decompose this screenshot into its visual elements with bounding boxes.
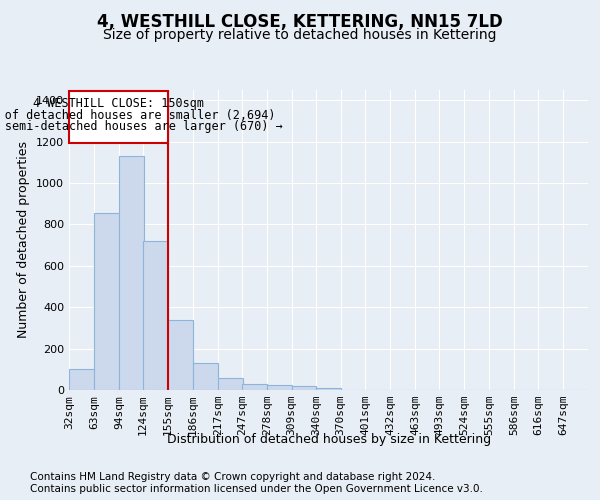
Bar bbox=[168, 320, 193, 390]
Bar bbox=[143, 241, 168, 390]
Bar bbox=[292, 386, 316, 390]
Text: Contains public sector information licensed under the Open Government Licence v3: Contains public sector information licen… bbox=[30, 484, 483, 494]
Text: Contains HM Land Registry data © Crown copyright and database right 2024.: Contains HM Land Registry data © Crown c… bbox=[30, 472, 436, 482]
Bar bbox=[69, 370, 94, 390]
Text: 20% of semi-detached houses are larger (670) →: 20% of semi-detached houses are larger (… bbox=[0, 120, 282, 133]
Bar bbox=[193, 363, 218, 390]
Bar bbox=[266, 386, 292, 390]
Text: 4 WESTHILL CLOSE: 150sqm: 4 WESTHILL CLOSE: 150sqm bbox=[33, 97, 204, 110]
Text: 4, WESTHILL CLOSE, KETTERING, NN15 7LD: 4, WESTHILL CLOSE, KETTERING, NN15 7LD bbox=[97, 12, 503, 30]
Text: Distribution of detached houses by size in Kettering: Distribution of detached houses by size … bbox=[167, 432, 491, 446]
Bar bbox=[242, 384, 266, 390]
Text: Size of property relative to detached houses in Kettering: Size of property relative to detached ho… bbox=[103, 28, 497, 42]
Text: ← 79% of detached houses are smaller (2,694): ← 79% of detached houses are smaller (2,… bbox=[0, 108, 275, 122]
Bar bbox=[94, 213, 119, 390]
Bar bbox=[218, 378, 242, 390]
FancyBboxPatch shape bbox=[69, 91, 168, 143]
Y-axis label: Number of detached properties: Number of detached properties bbox=[17, 142, 31, 338]
Bar bbox=[316, 388, 341, 390]
Bar bbox=[119, 156, 144, 390]
